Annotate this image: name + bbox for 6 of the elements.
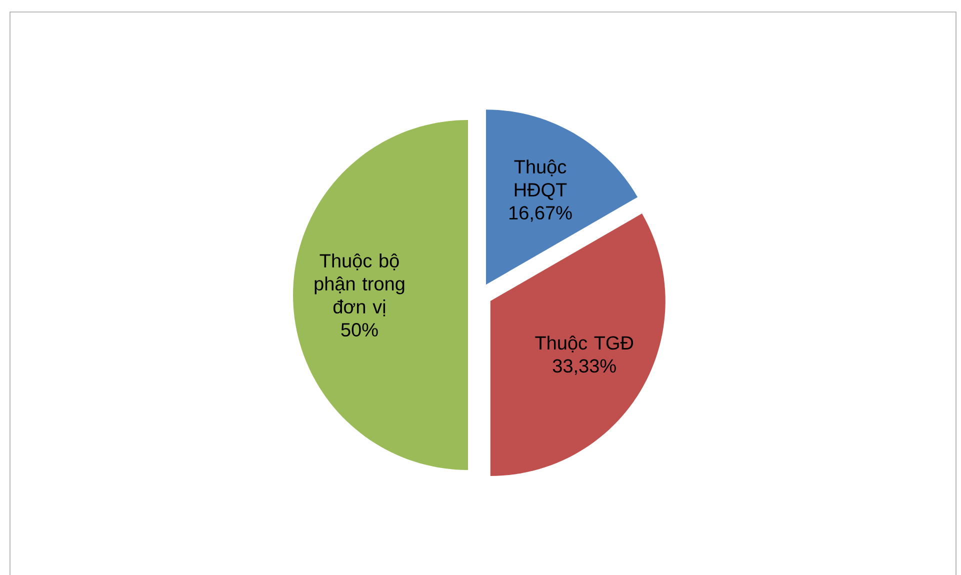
- data-label: 50%: [341, 322, 378, 336]
- data-label: 33,33%: [552, 359, 616, 375]
- slice-label: Thuộc HĐQT: [514, 159, 567, 200]
- slice-label: Thuộc bộ phận trong đơn vị: [314, 253, 404, 316]
- data-label: 16,67%: [509, 206, 572, 222]
- slice-label: Thuộc TGĐ: [535, 335, 634, 352]
